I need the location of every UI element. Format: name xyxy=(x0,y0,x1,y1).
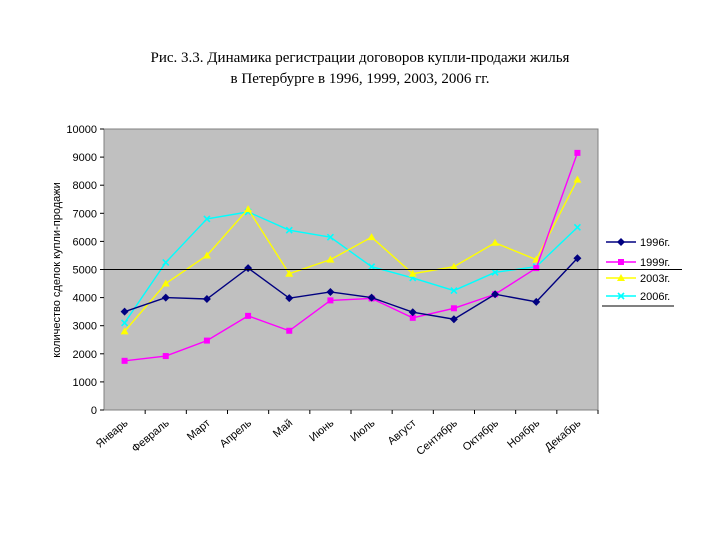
data-point xyxy=(120,327,129,335)
legend-item: 1999г. xyxy=(606,257,670,269)
x-tick-label: Январь xyxy=(94,417,131,451)
x-tick-label: Февраль xyxy=(130,417,172,455)
legend: 1996г. 1999г. 2003г. 2006г. xyxy=(606,237,670,303)
y-axis-label: количество сделок купли-продажи xyxy=(51,182,63,357)
data-point xyxy=(408,269,417,277)
data-point xyxy=(450,287,458,295)
data-point xyxy=(203,215,211,223)
x-axis: Январь Февраль Март Апрель Май Июнь Июль Август… xyxy=(94,410,599,458)
x-tick-label: Июнь xyxy=(307,417,336,444)
x-tick-label: Ноябрь xyxy=(505,417,542,451)
series-layer xyxy=(120,149,582,364)
legend-marker xyxy=(618,259,624,265)
data-point xyxy=(368,263,376,271)
legend-label: 2003г. xyxy=(640,273,670,285)
data-point xyxy=(203,337,210,344)
data-point xyxy=(244,264,253,273)
y-tick-label: 6000 xyxy=(73,236,97,248)
data-point xyxy=(285,269,294,277)
data-point xyxy=(285,226,293,234)
data-point xyxy=(367,293,376,302)
legend-item: 2003г. xyxy=(606,273,670,285)
y-tick-label: 5000 xyxy=(73,265,97,277)
data-point xyxy=(161,279,170,287)
data-point xyxy=(286,327,293,334)
x-tick-label: Май xyxy=(271,417,295,440)
data-point xyxy=(245,312,252,319)
data-point xyxy=(408,308,417,317)
data-point xyxy=(573,223,581,231)
series-line xyxy=(124,211,578,324)
y-tick-label: 2000 xyxy=(73,349,97,361)
data-point xyxy=(491,238,500,246)
series-line xyxy=(124,257,578,320)
x-tick-label: Август xyxy=(386,417,419,447)
data-point xyxy=(162,258,170,267)
data-point xyxy=(574,149,581,156)
data-point xyxy=(202,295,211,304)
data-point xyxy=(449,262,458,270)
data-point xyxy=(491,268,499,276)
data-point xyxy=(162,353,169,360)
data-point xyxy=(244,205,253,213)
data-point xyxy=(120,307,129,316)
legend-item: 2006г. xyxy=(606,291,670,303)
data-point xyxy=(533,265,540,272)
data-point xyxy=(409,314,416,321)
y-tick-label: 3000 xyxy=(73,321,97,333)
y-tick-label: 10000 xyxy=(66,124,97,136)
data-point xyxy=(326,233,334,241)
data-point xyxy=(326,287,335,296)
data-point xyxy=(326,255,335,263)
data-point xyxy=(367,233,376,241)
series-2 xyxy=(121,149,581,364)
series-line xyxy=(124,179,579,332)
y-tick-label: 0 xyxy=(91,405,97,417)
data-point xyxy=(532,297,541,306)
y-tick-label: 1000 xyxy=(73,377,97,389)
x-tick-label: Июль xyxy=(348,417,377,444)
data-point xyxy=(202,251,211,259)
chart-title-line-2: в Петербурге в 1996, 1999, 2003, 2006 гг… xyxy=(230,71,490,87)
legend-label: 2006г. xyxy=(640,291,670,303)
x-tick-label: Октябрь xyxy=(461,417,502,454)
data-point xyxy=(121,319,129,327)
legend-marker xyxy=(617,238,625,246)
y-tick-label: 7000 xyxy=(73,208,97,220)
legend-marker xyxy=(617,292,625,300)
y-tick-label: 4000 xyxy=(73,293,97,305)
legend-item: 1996г. xyxy=(606,237,670,249)
y-tick-label: 9000 xyxy=(73,152,97,164)
legend-label: 1999г. xyxy=(640,257,670,269)
data-point xyxy=(573,175,582,183)
data-point xyxy=(449,315,458,324)
data-point xyxy=(573,254,582,263)
x-tick-label: Апрель xyxy=(218,417,255,450)
chart-title-line-1: Рис. 3.3. Динамика регистрации договоров… xyxy=(150,50,570,66)
legend-marker xyxy=(617,274,625,281)
data-point xyxy=(121,357,128,364)
data-point xyxy=(450,305,457,312)
series-1 xyxy=(120,254,582,324)
y-tick-label: 8000 xyxy=(73,180,97,192)
data-point xyxy=(327,297,334,304)
series-3 xyxy=(120,175,582,335)
legend-label: 1996г. xyxy=(640,237,670,249)
x-tick-label: Декабрь xyxy=(543,417,584,454)
data-point xyxy=(285,294,294,303)
x-tick-label: Сентябрь xyxy=(414,417,460,458)
series-line xyxy=(124,152,579,362)
y-axis: 0 1000 2000 3000 4000 5000 6000 7000 8000 9000 100… xyxy=(66,124,104,417)
data-point xyxy=(491,290,500,299)
data-point xyxy=(161,293,170,302)
x-tick-label: Март xyxy=(185,417,213,443)
